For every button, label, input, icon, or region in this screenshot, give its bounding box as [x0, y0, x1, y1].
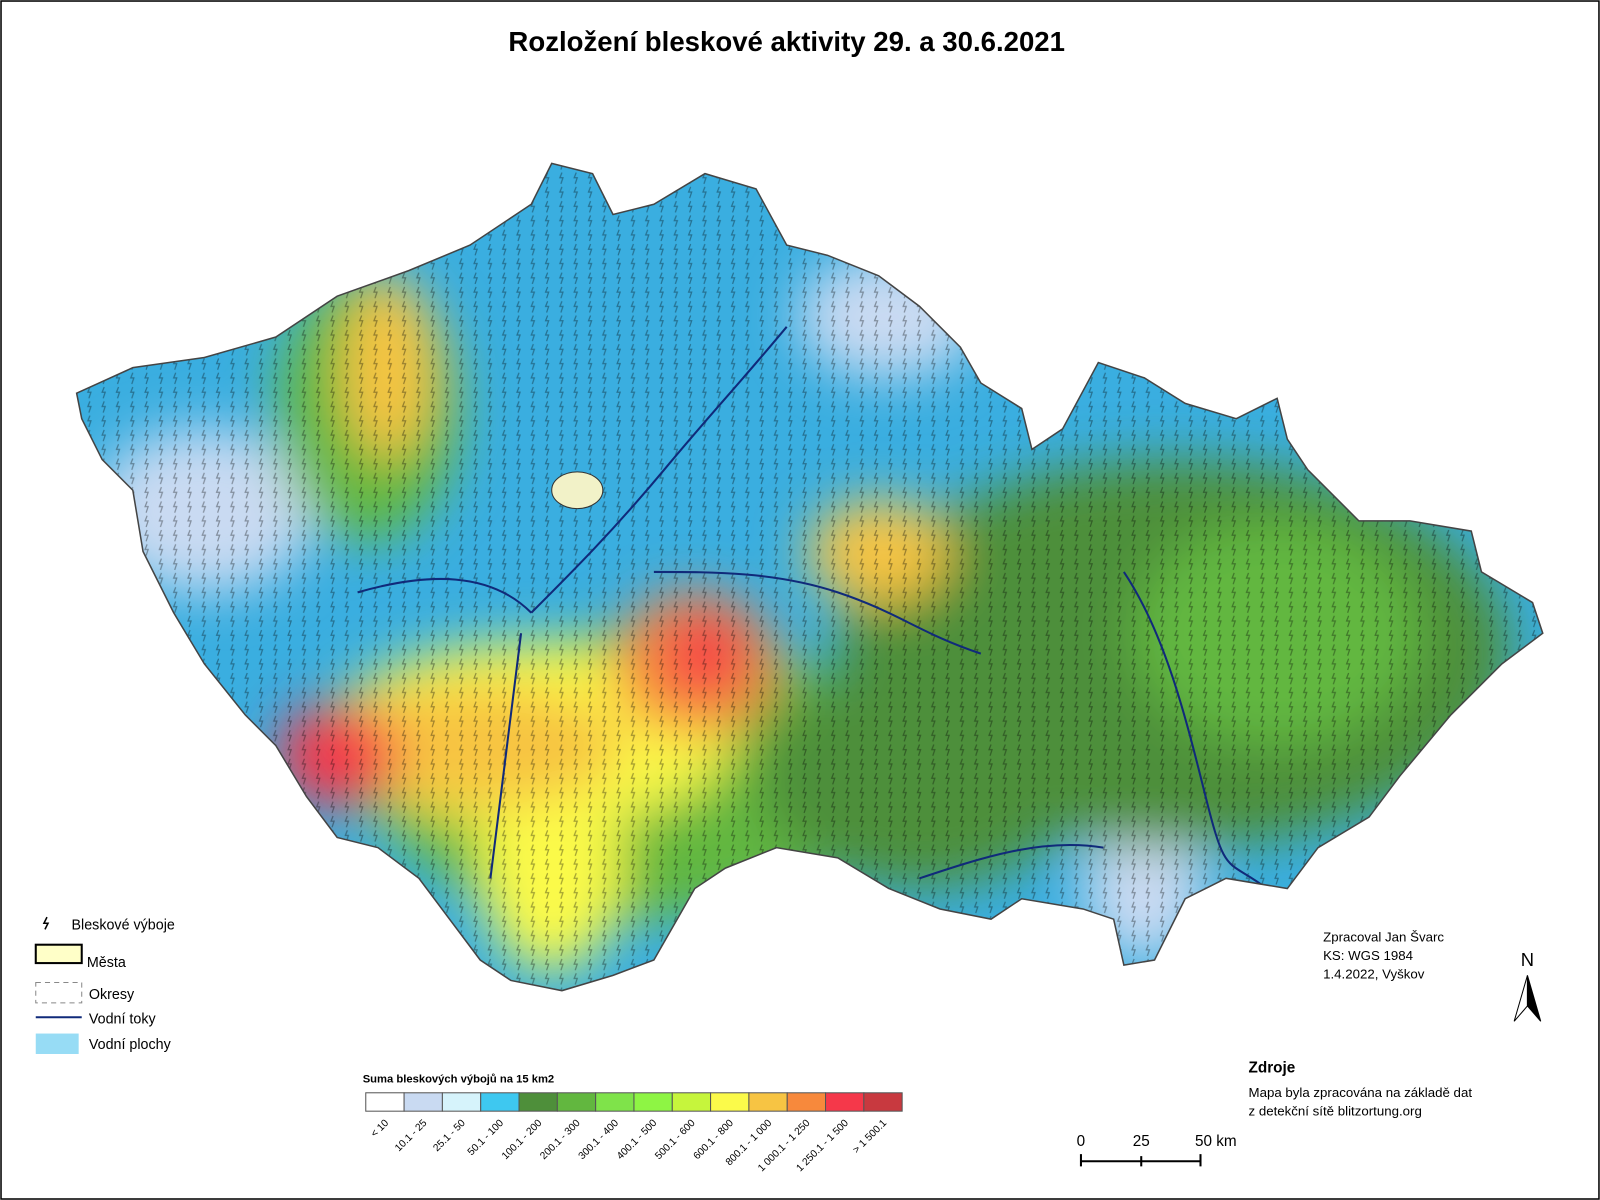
legend-label: Okresy: [89, 987, 135, 1003]
scale-swatch: [480, 1092, 520, 1112]
scale-swatch: [825, 1092, 865, 1112]
credit-line: 1.4.2022, Vyškov: [1323, 966, 1425, 981]
scale-label: 50.1 - 100: [466, 1118, 507, 1158]
scale-swatch: [748, 1092, 788, 1112]
scale-swatch: [863, 1092, 903, 1112]
title: Rozložení bleskové aktivity 29. a 30.6.2…: [508, 26, 1065, 57]
scale-title: Suma bleskových výbojů na 15 km2: [363, 1074, 554, 1086]
scale-swatch: [365, 1092, 405, 1112]
credits: Zpracoval Jan Švarc KS: WGS 1984 1.4.202…: [1323, 930, 1444, 982]
scale-swatch: [518, 1092, 558, 1112]
scale-swatch: [403, 1092, 443, 1112]
legend-label: Vodní toky: [89, 1011, 157, 1027]
legend-label: Města: [87, 955, 126, 971]
scale-label: 25.1 - 50: [431, 1118, 467, 1154]
sources-title: Zdroje: [1249, 1059, 1296, 1076]
scale-label: 400.1 - 500: [615, 1118, 660, 1163]
scale-label: 200.1 - 300: [538, 1118, 583, 1163]
scale-swatch: [671, 1092, 712, 1112]
scale-label: 0: [1077, 1133, 1086, 1150]
scale-bar: 0 25 50 km: [1077, 1133, 1237, 1167]
legend-label: Vodní plochy: [89, 1037, 172, 1053]
scale-swatch: [595, 1092, 635, 1112]
sources-line: Mapa byla zpracována na základě dat: [1249, 1085, 1473, 1100]
sources-line: z detekční sítě blitzortung.org: [1249, 1103, 1422, 1118]
credit-line: KS: WGS 1984: [1323, 948, 1413, 963]
scale-label: 25: [1133, 1133, 1150, 1150]
map-area: [76, 163, 1543, 991]
scale-label: 500.1 - 600: [653, 1118, 698, 1163]
scale-swatch: [556, 1092, 597, 1112]
scale-label: 300.1 - 400: [577, 1118, 622, 1163]
scale-swatch: [786, 1092, 827, 1112]
legend: Bleskové výboje Města Okresy Vodní toky …: [34, 916, 175, 1054]
scale-label: 50 km: [1195, 1133, 1237, 1150]
scale-swatch: [710, 1092, 750, 1112]
credit-line: Zpracoval Jan Švarc: [1323, 930, 1444, 945]
legend-label: Bleskové výboje: [72, 917, 175, 933]
scale-swatch: [633, 1092, 673, 1112]
scale-label: 10.1 - 25: [393, 1118, 429, 1154]
scale-label: 100.1 - 200: [500, 1118, 545, 1163]
north-label: N: [1521, 949, 1534, 970]
scale-label: > 1 500.1: [851, 1118, 889, 1156]
scale-swatch: [441, 1092, 482, 1112]
scale-label: < 10: [369, 1118, 391, 1140]
